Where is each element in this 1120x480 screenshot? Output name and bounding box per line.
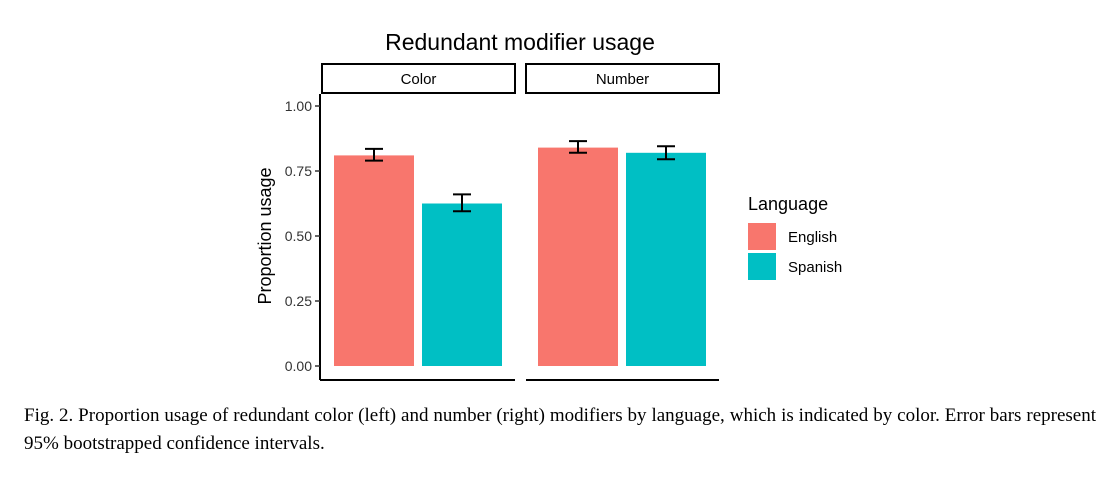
facet-strip-color: Color xyxy=(321,63,516,94)
y-tick-label: 0.75 xyxy=(285,163,312,179)
error-bar xyxy=(657,145,675,161)
y-tick-label: 0.25 xyxy=(285,293,312,309)
legend-title: Language xyxy=(748,194,828,214)
bar-spanish-number xyxy=(626,152,706,366)
legend: Language English Spanish xyxy=(748,194,842,280)
bar-spanish-color xyxy=(422,203,502,366)
y-axis-label: Proportion usage xyxy=(255,167,275,304)
facet-strip-box xyxy=(525,63,720,94)
y-tick-label: 0.00 xyxy=(285,358,312,374)
error-bar xyxy=(453,193,471,213)
y-axis-ticks: 0.00 0.25 0.50 0.75 1.00 xyxy=(285,98,320,374)
error-bar xyxy=(365,147,383,162)
legend-label-spanish: Spanish xyxy=(788,259,842,276)
error-bar xyxy=(569,140,587,154)
bar-english-color xyxy=(334,155,414,366)
facet-strip-label: Number xyxy=(596,71,649,88)
legend-label-english: English xyxy=(788,229,837,246)
bars-group xyxy=(334,140,706,366)
legend-key-english xyxy=(748,223,776,250)
facet-strip-label: Color xyxy=(401,71,437,88)
figure-caption: Fig. 2. Proportion usage of redundant co… xyxy=(24,405,1096,454)
y-tick-label: 0.50 xyxy=(285,228,312,244)
faceted-bar-chart: Redundant modifier usage Color Number 0.… xyxy=(255,29,842,381)
y-tick-label: 1.00 xyxy=(285,98,312,114)
facet-strip-box xyxy=(321,63,516,94)
bar-english-number xyxy=(538,147,618,366)
chart-title: Redundant modifier usage xyxy=(385,29,655,55)
facet-strip-number: Number xyxy=(525,63,720,94)
legend-key-spanish xyxy=(748,253,776,280)
